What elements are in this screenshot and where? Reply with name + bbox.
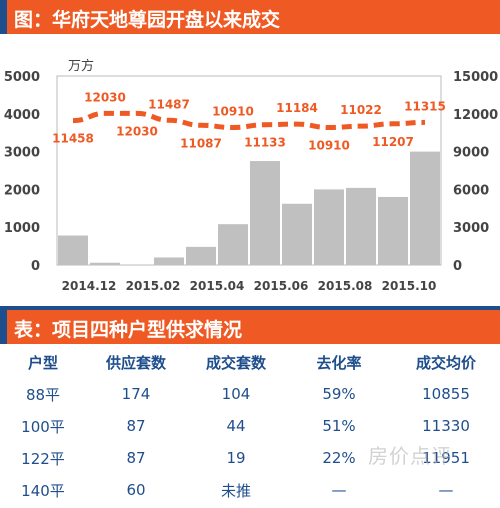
line-data-label: 11133 (244, 136, 286, 150)
table-row: 122平 87 19 22% 11951 (0, 442, 500, 474)
x-tick-label: 2015.06 (254, 279, 309, 293)
table-header-row: 户型 供应套数 成交套数 去化率 成交均价 (0, 346, 500, 378)
table-row: 88平 174 104 59% 10855 (0, 378, 500, 410)
cell-sold-count: 未推 (220, 481, 251, 500)
right-axis-tick-label: 12000 (453, 108, 498, 123)
x-tick-label: 2015.04 (190, 279, 245, 293)
bar-2015.05 (218, 224, 248, 265)
cell-average-price: 11330 (422, 417, 470, 435)
cell-unit-type: 88平 (25, 385, 61, 404)
left-axis-tick-label: 0 (31, 259, 40, 274)
cell-sell-through-rate: — (331, 481, 347, 499)
right-axis-tick-label: 3000 (453, 221, 489, 236)
cell-supply-count: 174 (121, 385, 151, 403)
section-divider (0, 306, 500, 310)
cell-supply-count: 87 (126, 449, 146, 467)
right-axis-tick-label: 9000 (453, 146, 489, 161)
combo-chart: 0 1000 2000 3000 4000 5000 0 3000 6000 9000 12000 1… (4, 58, 498, 293)
bar-2015.08 (314, 189, 344, 265)
plot-area (56, 75, 442, 266)
cell-average-price: — (438, 481, 454, 499)
x-tick-label: 2015.10 (382, 279, 437, 293)
left-axis-tick-label: 3000 (4, 146, 40, 161)
bar-2015.11 (410, 151, 440, 265)
bar-2015.09 (346, 187, 376, 265)
line-data-label: 10910 (308, 139, 350, 153)
cell-unit-type: 140平 (21, 481, 65, 500)
header-sell-through-rate: 去化率 (316, 353, 362, 372)
line-data-label: 11458 (52, 132, 94, 146)
table-title-banner: 表：项目四种户型供求情况 (0, 310, 500, 344)
x-tick-label: 2015.08 (318, 279, 373, 293)
bar-2015.03 (154, 257, 184, 265)
bar-2015.04 (186, 246, 216, 265)
cell-unit-type: 122平 (21, 449, 65, 468)
line-data-label: 11022 (340, 103, 382, 117)
cell-supply-count: 60 (126, 481, 146, 499)
banner-accent-stripe (0, 0, 7, 34)
line-data-label: 12030 (84, 90, 126, 104)
header-average-price: 成交均价 (415, 353, 476, 372)
line-data-label: 11315 (404, 99, 446, 113)
x-tick-label: 2015.02 (126, 279, 181, 293)
price-line (72, 110, 426, 131)
line-data-label: 12030 (116, 124, 158, 138)
chart-title-banner: 图：华府天地尊园开盘以来成交 (0, 0, 500, 34)
header-unit-type: 户型 (27, 353, 58, 372)
cell-sell-through-rate: 59% (322, 385, 356, 403)
bar-2015.10 (378, 196, 408, 265)
left-axis-tick-label: 4000 (4, 108, 40, 123)
bar-2015.07 (282, 203, 312, 265)
supply-demand-table: 户型 供应套数 成交套数 去化率 成交均价 88平 174 104 59% 10… (0, 346, 500, 506)
bar-2015.01 (90, 262, 120, 265)
bar-2014.12 (58, 235, 88, 265)
line-data-label: 11487 (148, 97, 190, 111)
left-axis-tick-label: 5000 (4, 70, 40, 85)
cell-sold-count: 44 (226, 417, 246, 435)
cell-unit-type: 100平 (21, 417, 65, 436)
unit-label: 万方 (68, 58, 94, 74)
cell-sold-count: 19 (226, 449, 246, 467)
left-axis-tick-label: 2000 (4, 183, 40, 198)
banner-accent-stripe (0, 310, 7, 344)
line-data-label: 11087 (180, 136, 222, 150)
left-axis-tick-label: 1000 (4, 221, 40, 236)
cell-sold-count: 104 (221, 385, 251, 403)
watermark: 房价点评 (368, 444, 452, 468)
table-title: 表：项目四种户型供求情况 (14, 319, 243, 341)
x-tick-label: 2014.12 (62, 279, 117, 293)
cell-average-price: 10855 (422, 385, 470, 403)
cell-average-price: 11951 (422, 449, 470, 467)
table-row: 100平 87 44 51% 11330 (0, 410, 500, 442)
header-sold-count: 成交套数 (205, 353, 266, 372)
line-data-label: 11184 (276, 101, 318, 115)
chart-title: 图：华府天地尊园开盘以来成交 (14, 9, 281, 31)
line-data-label: 10910 (212, 105, 254, 119)
header-supply-count: 供应套数 (105, 353, 166, 372)
cell-sell-through-rate: 51% (322, 417, 356, 435)
right-axis-tick-label: 6000 (453, 183, 489, 198)
table-row: 140平 60 未推 — — (0, 474, 500, 506)
right-axis-tick-label: 15000 (453, 70, 498, 85)
line-data-label: 11207 (372, 135, 414, 149)
cell-sell-through-rate: 22% (322, 449, 356, 467)
cell-supply-count: 87 (126, 417, 146, 435)
bar-2015.06 (250, 161, 280, 265)
right-axis-tick-label: 0 (453, 259, 462, 274)
